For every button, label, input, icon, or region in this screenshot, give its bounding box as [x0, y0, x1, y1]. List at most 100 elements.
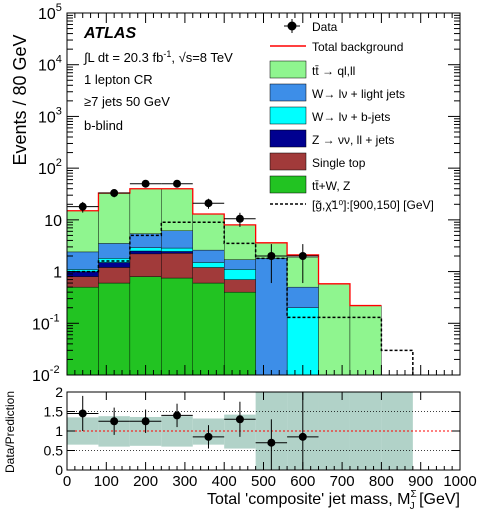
stack-bar-1-2 — [130, 254, 161, 277]
y-tick-label-3: 10 — [44, 213, 62, 230]
data-point-3 — [173, 180, 181, 188]
legend-entry-single-top: Single top — [270, 153, 366, 170]
x-tick-label-1: 100 — [94, 473, 119, 490]
stack-bar-5-5 — [224, 225, 255, 260]
x-tick-label-7: 700 — [330, 473, 355, 490]
legend-entry-total-background: Total background — [270, 40, 403, 54]
stack-bar-4-4 — [193, 250, 224, 262]
stack-bar-3-5 — [224, 269, 255, 279]
stack-bar-1-0 — [67, 277, 98, 288]
data-point-2 — [142, 180, 150, 188]
legend-swatch-ttv — [270, 176, 306, 193]
stack-bar-1-1 — [98, 267, 129, 283]
y-tick-label-4: 102 — [38, 157, 62, 178]
stack-bar-2-2 — [130, 251, 161, 254]
ratio-point-5 — [236, 415, 244, 423]
legend: Data Total background tt̄ → ql,ll W→ lν … — [270, 19, 434, 212]
y-tick-label-0: 10-2 — [32, 364, 60, 385]
ratio-y-axis-label: Data/Prediction — [3, 391, 17, 473]
ratio-point-6 — [267, 439, 275, 447]
legend-entry-ttbar: tt̄ → ql,ll — [270, 61, 355, 78]
blinding-label: b-blind — [84, 118, 123, 133]
x-tick-label-2: 200 — [133, 473, 158, 490]
stack-bar-1-5 — [224, 280, 255, 293]
stack-bar-2-3 — [161, 251, 192, 253]
ratio-y-tick-label-2: 1 — [55, 423, 63, 439]
x-tick-label-8: 800 — [369, 473, 394, 490]
stack-bar-0-5 — [224, 292, 255, 375]
stack-bar-4-5 — [224, 260, 255, 270]
legend-entry-z-jets: Z → νν, ll + jets — [270, 130, 394, 147]
data-point-6 — [267, 252, 275, 260]
x-tick-label-6: 600 — [290, 473, 315, 490]
legend-label-ttv: tt̄+W, Z — [312, 179, 350, 193]
x-tick-label-5: 500 — [251, 473, 276, 490]
ratio-point-4 — [204, 433, 212, 441]
data-point-5 — [236, 215, 244, 223]
region-label: 1 lepton CR — [84, 72, 153, 87]
legend-swatch-w-bjets — [270, 107, 306, 124]
ratio-point-7 — [299, 433, 307, 441]
stack-bar-4-3 — [161, 231, 192, 248]
ratio-point-2 — [142, 417, 150, 425]
legend-label-ttbar: tt̄ → ql,ll — [312, 64, 355, 78]
stack-bar-5-1 — [98, 193, 129, 243]
legend-swatch-single-top — [270, 153, 306, 170]
data-point-4 — [204, 199, 212, 207]
stack-bar-4-1 — [98, 243, 129, 258]
legend-swatch-ttbar — [270, 61, 306, 78]
stack-bar-5-8 — [319, 284, 350, 375]
stack-bar-4-7 — [287, 287, 318, 308]
legend-entry-ttv: tt̄+W, Z — [270, 176, 350, 193]
legend-entry-signal: [g̃,χ̃1⁰]:[900,150] [GeV] — [270, 198, 434, 212]
ratio-point-1 — [110, 417, 118, 425]
stack-bar-0-1 — [98, 283, 129, 375]
stack-bar-3-2 — [130, 248, 161, 251]
stack-bar-3-3 — [161, 248, 192, 251]
legend-label-single-top: Single top — [312, 156, 366, 170]
y-tick-label-1: 10-1 — [32, 312, 60, 333]
y-tick-label-7: 105 — [38, 2, 62, 23]
stack-bar-0-4 — [193, 283, 224, 375]
ratio-point-0 — [79, 409, 87, 417]
jet-selection-label: ≥7 jets 50 GeV — [84, 94, 170, 109]
legend-label-total-background: Total background — [312, 40, 403, 54]
stack-bar-5-2 — [130, 189, 161, 234]
ratio-y-tick-label-3: 1.5 — [44, 404, 64, 420]
x-axis-label: Total 'composite' jet mass, MΣ J [GeV] — [207, 489, 460, 512]
legend-swatch-z-jets — [270, 130, 306, 147]
stack-bar-5-9 — [350, 306, 381, 375]
y-tick-label-5: 103 — [38, 105, 62, 126]
stack-bar-0-2 — [130, 277, 161, 375]
legend-entry-w-bjets: W→ lν + b-jets — [270, 107, 390, 124]
legend-entry-w-light: W→ lν + light jets — [270, 84, 405, 101]
stack-bar-3-4 — [193, 262, 224, 267]
luminosity-label: ∫L dt = 20.3 fb-1, √s=8 TeV — [83, 49, 233, 65]
stack-bar-2-1 — [98, 262, 129, 267]
x-tick-label-10: 1000 — [443, 473, 476, 490]
stack-bar-4-0 — [67, 252, 98, 270]
ratio-plot-panel: 0 0.5 1 1.5 2 0 100 200 300 400 500 600 700 800 900 100… — [3, 384, 477, 512]
legend-entry-data: Data — [284, 19, 338, 34]
legend-label-data: Data — [312, 20, 338, 34]
legend-label-w-light: W→ lν + light jets — [312, 87, 405, 101]
stack-bar-5-4 — [193, 214, 224, 250]
ratio-y-tick-label-1: 0.5 — [44, 443, 64, 459]
stack-bar-5-3 — [161, 189, 192, 231]
legend-label-w-bjets: W→ lν + b-jets — [312, 110, 390, 124]
y-tick-label-2: 1 — [53, 265, 62, 282]
legend-label-signal: [g̃,χ̃1⁰]:[900,150] [GeV] — [312, 198, 434, 212]
y-tick-label-6: 104 — [38, 54, 62, 75]
experiment-label: ATLAS — [83, 25, 136, 42]
ratio-point-3 — [173, 411, 181, 419]
stack-bar-1-4 — [193, 267, 224, 283]
ratio-y-tick-label-4: 2 — [55, 384, 63, 400]
data-point-1 — [110, 189, 118, 197]
legend-label-z-jets: Z → νν, ll + jets — [312, 133, 394, 147]
x-tick-label-0: 0 — [63, 473, 71, 490]
data-point-0 — [79, 203, 87, 211]
legend-swatch-w-light — [270, 84, 306, 101]
x-tick-label-3: 300 — [172, 473, 197, 490]
